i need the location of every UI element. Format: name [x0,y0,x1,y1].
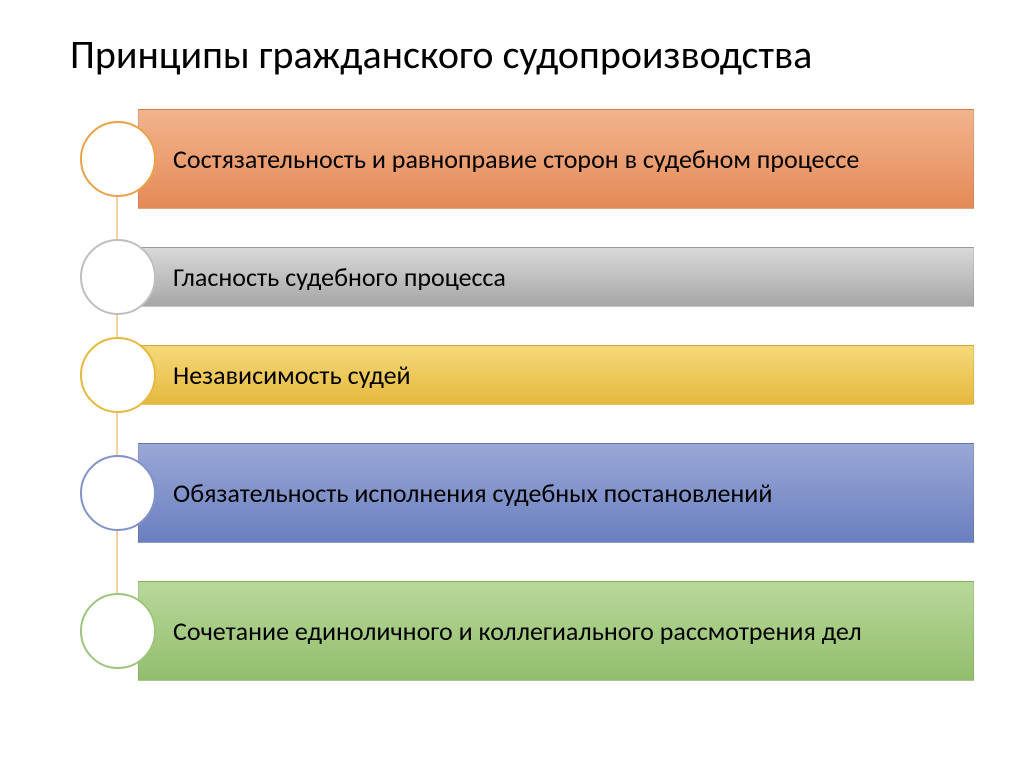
principle-label: Состязательность и равноправие сторон в … [173,143,859,176]
principle-label: Гласность судебного процесса [173,261,506,294]
principle-bar: Гласность судебного процесса [138,247,974,307]
bullet-circle [80,455,156,531]
slide: Принципы гражданского судопроизводства С… [0,0,1024,767]
list-item: Независимость судей [80,345,974,405]
bullet-circle [80,121,156,197]
list-item: Состязательность и равноправие сторон в … [80,109,974,209]
bullet-circle [80,337,156,413]
list-item: Обязательность исполнения судебных поста… [80,443,974,543]
principle-label: Обязательность исполнения судебных поста… [173,477,772,510]
page-title: Принципы гражданского судопроизводства [70,30,974,79]
principle-bar: Состязательность и равноправие сторон в … [138,109,974,209]
principle-label: Независимость судей [173,359,411,392]
principle-bar: Обязательность исполнения судебных поста… [138,443,974,543]
list-item: Сочетание единоличного и коллегиального … [80,581,974,681]
principle-bar: Сочетание единоличного и коллегиального … [138,581,974,681]
principle-label: Сочетание единоличного и коллегиального … [173,615,862,648]
bullet-circle [80,593,156,669]
principle-bar: Независимость судей [138,345,974,405]
principles-list: Состязательность и равноправие сторон в … [80,109,974,681]
list-item: Гласность судебного процесса [80,247,974,307]
bullet-circle [80,239,156,315]
